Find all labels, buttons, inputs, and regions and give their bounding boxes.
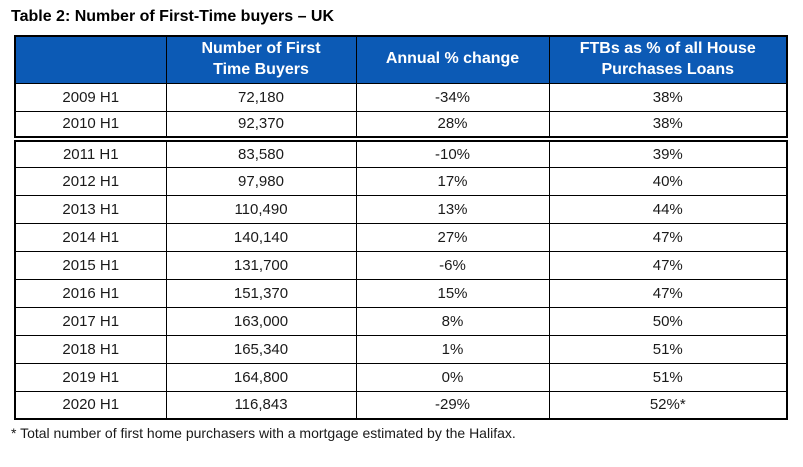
cell-annual-change: 15% [355, 278, 550, 308]
cell-annual-change: 1% [355, 334, 550, 364]
table-footnote: * Total number of first home purchasers … [11, 425, 516, 441]
first-time-buyers-table: Number of First Time Buyers Annual % cha… [14, 35, 788, 420]
cell-period: 2016 H1 [14, 278, 167, 308]
cell-buyers: 83,580 [165, 136, 357, 168]
cell-period: 2011 H1 [14, 136, 167, 168]
table-row: 2016 H1 151,370 15% 47% [14, 278, 788, 308]
cell-buyers: 92,370 [165, 110, 357, 140]
cell-buyers: 163,000 [165, 306, 357, 336]
cell-buyers: 165,340 [165, 334, 357, 364]
cell-ftb-share: 40% [548, 166, 788, 196]
cell-period: 2015 H1 [14, 250, 167, 280]
table-row: 2020 H1 116,843 -29% 52%* [14, 390, 788, 420]
table-row: 2014 H1 140,140 27% 47% [14, 222, 788, 252]
cell-annual-change: -10% [355, 136, 550, 168]
cell-ftb-share: 52%* [548, 390, 788, 420]
table-body: 2009 H1 72,180 -34% 38% 2010 H1 92,370 2… [14, 82, 788, 420]
table-row: 2015 H1 131,700 -6% 47% [14, 250, 788, 280]
header-share-line2: Purchases Loans [601, 60, 735, 78]
table-row: 2017 H1 163,000 8% 50% [14, 306, 788, 336]
cell-period: 2012 H1 [14, 166, 167, 196]
table-row: 2009 H1 72,180 -34% 38% [14, 82, 788, 112]
cell-ftb-share: 44% [548, 194, 788, 224]
cell-annual-change: 0% [355, 362, 550, 392]
cell-ftb-share: 38% [548, 110, 788, 140]
header-buyers-line2: Time Buyers [213, 60, 309, 78]
header-ftb-share-of-loans: FTBs as % of all House Purchases Loans [548, 35, 788, 84]
cell-ftb-share: 47% [548, 222, 788, 252]
cell-period: 2013 H1 [14, 194, 167, 224]
table-row: 2010 H1 92,370 28% 38% [14, 110, 788, 140]
header-change-line1: Annual % change [385, 50, 520, 68]
cell-ftb-share: 38% [548, 82, 788, 112]
header-period [14, 35, 167, 84]
cell-buyers: 97,980 [165, 166, 357, 196]
cell-ftb-share: 50% [548, 306, 788, 336]
cell-annual-change: 28% [355, 110, 550, 140]
cell-annual-change: 8% [355, 306, 550, 336]
cell-annual-change: -29% [355, 390, 550, 420]
table-row: 2012 H1 97,980 17% 40% [14, 166, 788, 196]
table-row: 2011 H1 83,580 -10% 39% [14, 136, 788, 168]
cell-period: 2014 H1 [14, 222, 167, 252]
cell-period: 2009 H1 [14, 82, 167, 112]
cell-annual-change: 17% [355, 166, 550, 196]
cell-ftb-share: 39% [548, 136, 788, 168]
cell-period: 2017 H1 [14, 306, 167, 336]
cell-buyers: 151,370 [165, 278, 357, 308]
cell-annual-change: -34% [355, 82, 550, 112]
cell-buyers: 110,490 [165, 194, 357, 224]
table-row: 2013 H1 110,490 13% 44% [14, 194, 788, 224]
cell-buyers: 72,180 [165, 82, 357, 112]
cell-buyers: 116,843 [165, 390, 357, 420]
document-page: Table 2: Number of First-Time buyers – U… [11, 8, 788, 441]
cell-ftb-share: 51% [548, 362, 788, 392]
cell-ftb-share: 47% [548, 278, 788, 308]
table-header-row: Number of First Time Buyers Annual % cha… [14, 35, 788, 84]
table-header: Number of First Time Buyers Annual % cha… [14, 35, 788, 84]
header-share-line1: FTBs as % of all House [579, 39, 756, 57]
cell-period: 2010 H1 [14, 110, 167, 140]
cell-period: 2018 H1 [14, 334, 167, 364]
cell-ftb-share: 51% [548, 334, 788, 364]
table-row: 2018 H1 165,340 1% 51% [14, 334, 788, 364]
table-title: Table 2: Number of First-Time buyers – U… [11, 8, 335, 25]
header-number-of-first-time-buyers: Number of First Time Buyers [165, 35, 357, 84]
table-row: 2019 H1 164,800 0% 51% [14, 362, 788, 392]
cell-period: 2019 H1 [14, 362, 167, 392]
cell-period: 2020 H1 [14, 390, 167, 420]
cell-annual-change: 13% [355, 194, 550, 224]
cell-annual-change: 27% [355, 222, 550, 252]
cell-buyers: 140,140 [165, 222, 357, 252]
header-annual-percent-change: Annual % change [355, 35, 550, 84]
cell-buyers: 164,800 [165, 362, 357, 392]
cell-buyers: 131,700 [165, 250, 357, 280]
cell-ftb-share: 47% [548, 250, 788, 280]
cell-annual-change: -6% [355, 250, 550, 280]
header-buyers-line1: Number of First [201, 39, 321, 57]
